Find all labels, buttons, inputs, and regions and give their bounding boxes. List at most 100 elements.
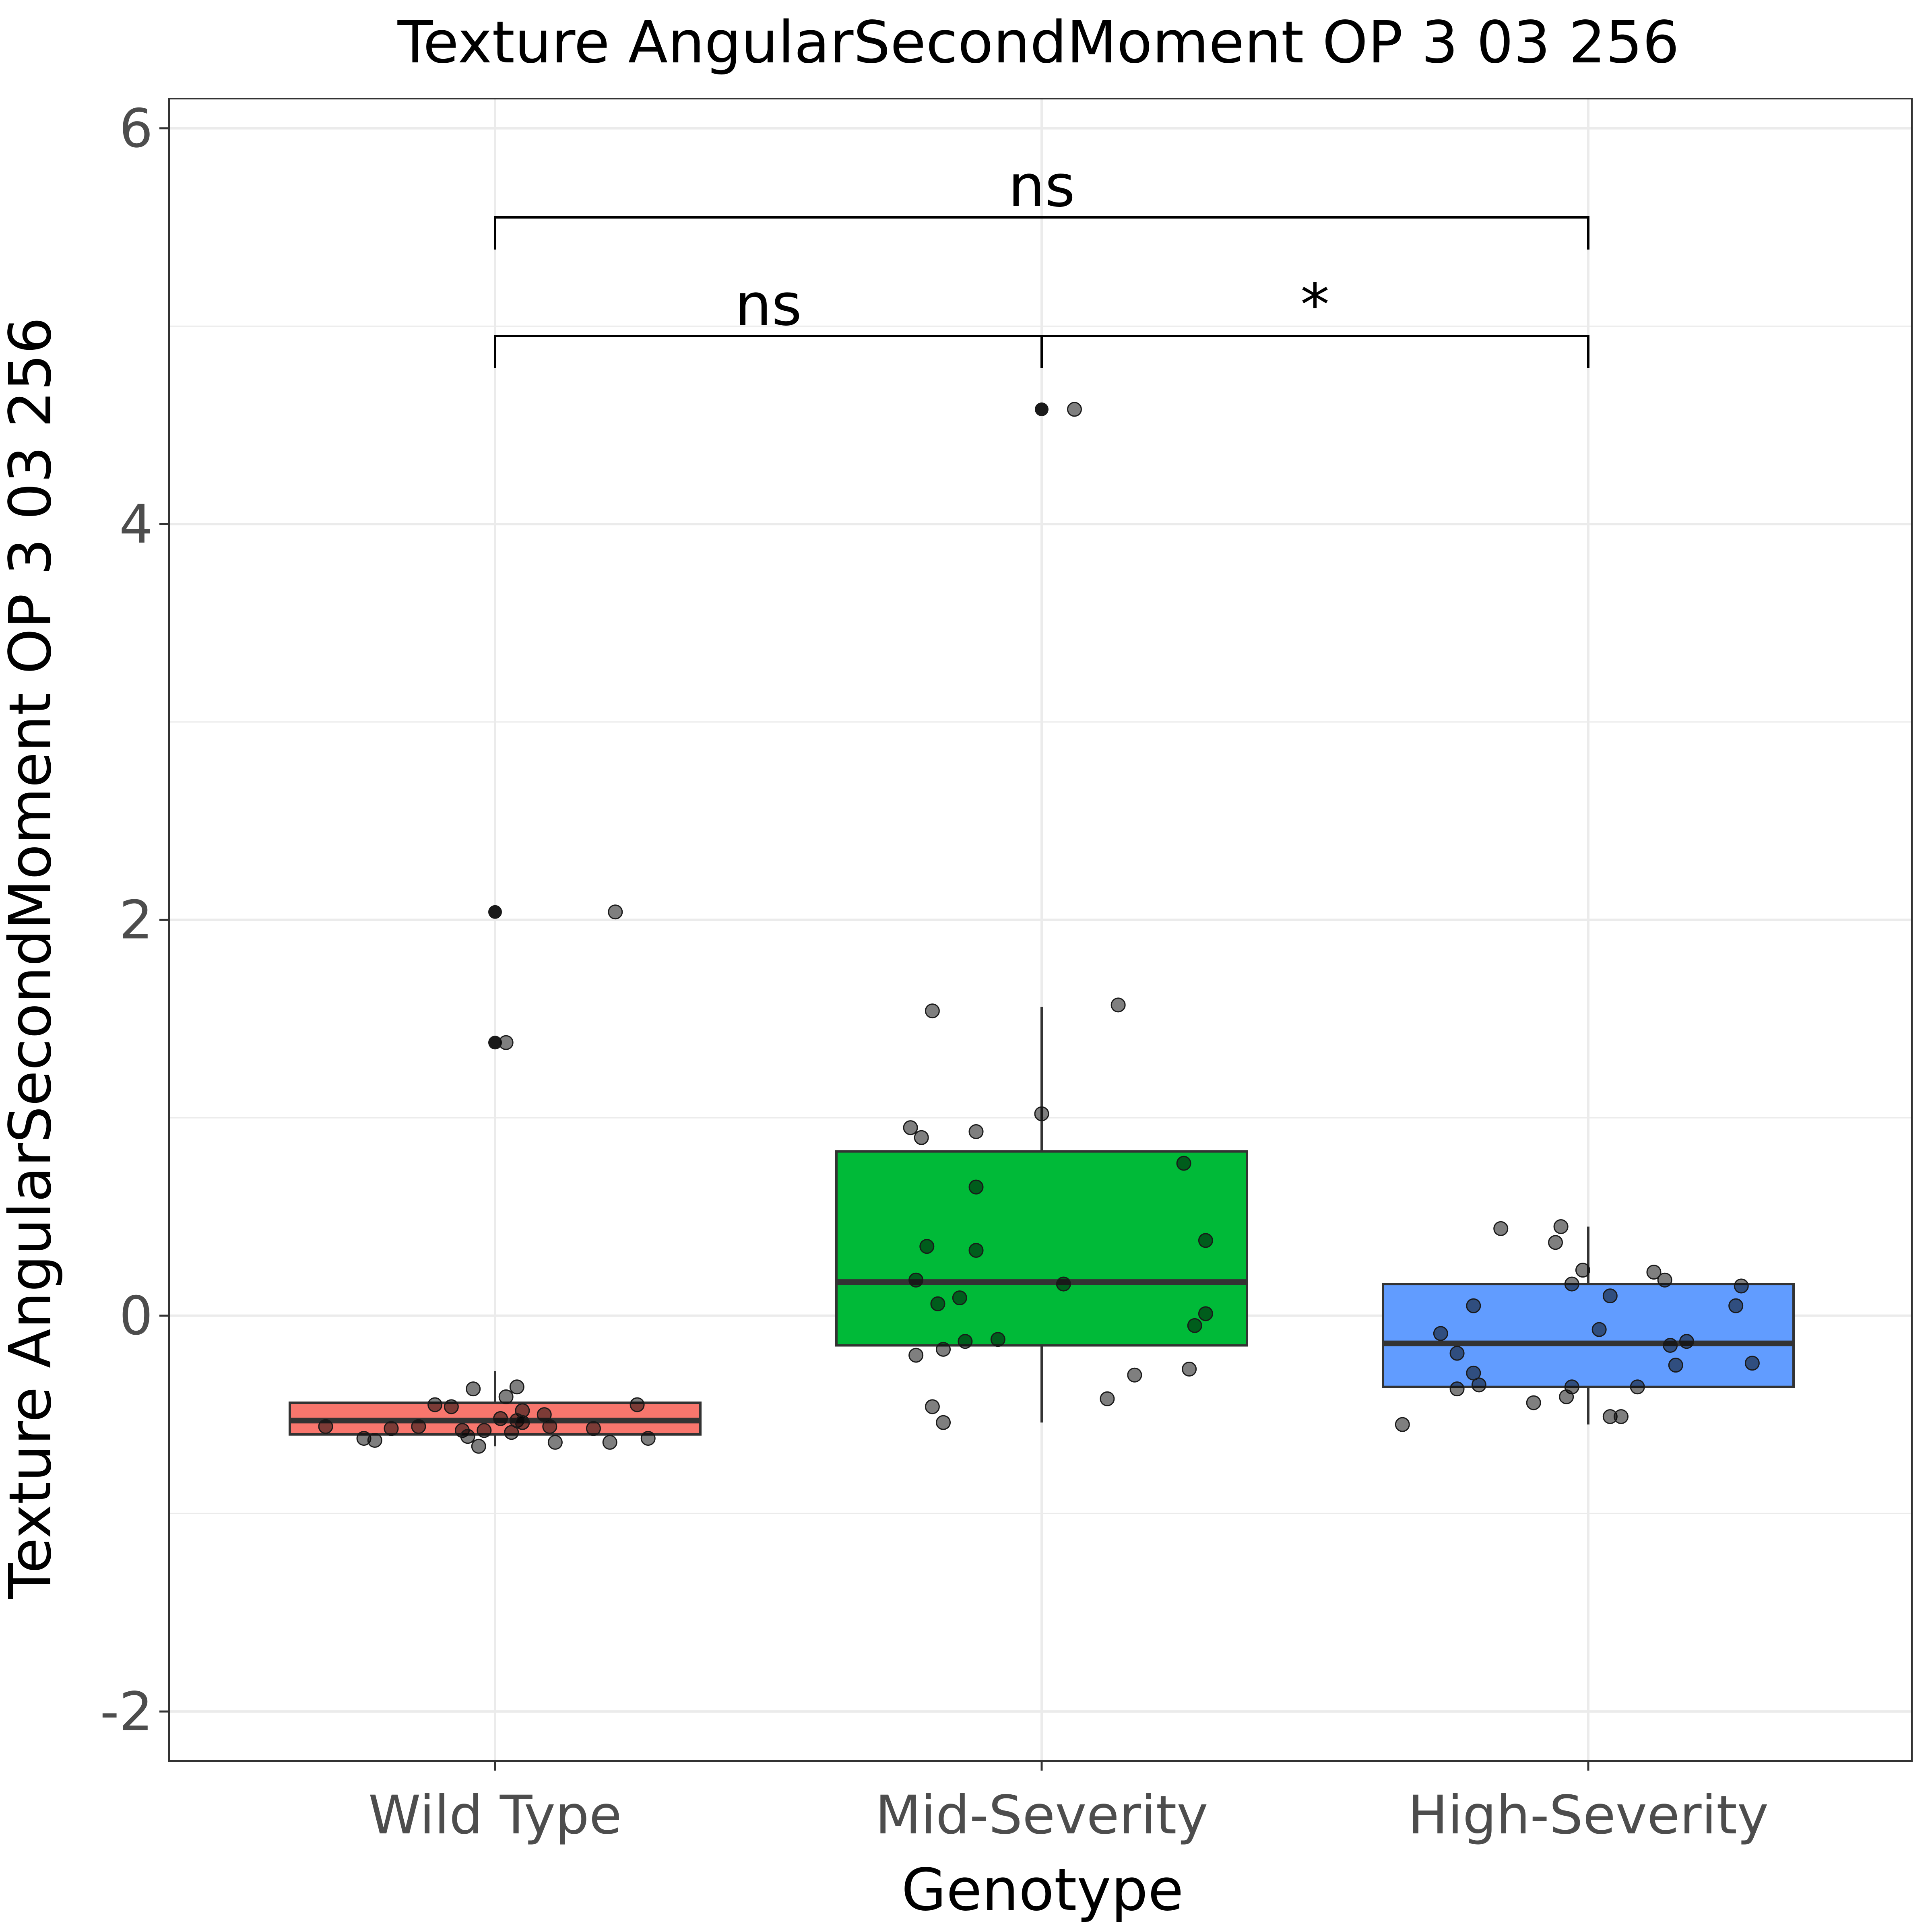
data-point (466, 1381, 481, 1397)
y-tick-label: 6 (119, 98, 153, 160)
data-point (1646, 1265, 1662, 1280)
data-point (1559, 1389, 1574, 1404)
data-point (1466, 1298, 1481, 1313)
data-point (1679, 1334, 1694, 1349)
data-point (1630, 1379, 1645, 1395)
data-point (903, 1120, 918, 1135)
data-point (1449, 1381, 1465, 1397)
data-point (504, 1425, 519, 1440)
x-axis-title: Genotype (901, 1856, 1183, 1924)
data-point (1100, 1391, 1115, 1406)
data-point (1575, 1263, 1590, 1278)
data-point (630, 1397, 645, 1412)
points (318, 402, 1760, 1454)
data-point (925, 1003, 940, 1019)
data-point (1449, 1346, 1465, 1361)
significance-bracket (494, 216, 1589, 250)
data-point (547, 1435, 563, 1450)
data-point (1613, 1409, 1629, 1424)
significance-bracket (1040, 335, 1589, 368)
outlier-point (488, 905, 502, 919)
data-point (990, 1332, 1005, 1347)
y-tick-label: 0 (119, 1285, 153, 1347)
data-point (1395, 1417, 1410, 1432)
significance-label: * (1300, 271, 1329, 339)
data-point (908, 1272, 924, 1288)
data-point (1110, 997, 1126, 1013)
data-point (968, 1243, 984, 1258)
y-tick-label: 2 (119, 889, 153, 951)
data-point (384, 1421, 399, 1436)
data-point (1663, 1338, 1678, 1353)
data-point (1198, 1306, 1213, 1321)
outlier-point (488, 1036, 502, 1050)
data-point (1744, 1356, 1760, 1371)
x-tick-label: High-Severity (1408, 1784, 1769, 1846)
data-point (914, 1130, 929, 1145)
data-point (1433, 1326, 1448, 1341)
data-point (1187, 1318, 1202, 1333)
data-point (1564, 1276, 1579, 1292)
data-point (509, 1379, 524, 1395)
data-point (1734, 1278, 1749, 1294)
data-point (444, 1399, 459, 1414)
box (1382, 1283, 1795, 1388)
axes: -2 0 2 4 6 Wild Type Mid-Severity High-Severity (100, 98, 1769, 1846)
data-point (460, 1429, 475, 1444)
data-point (958, 1334, 973, 1349)
data-point (1657, 1272, 1672, 1288)
data-point (1182, 1362, 1197, 1377)
data-point (515, 1415, 530, 1430)
data-point (427, 1397, 443, 1412)
data-point (952, 1290, 967, 1305)
data-point (930, 1296, 945, 1311)
data-point (968, 1124, 984, 1139)
data-point (1548, 1235, 1563, 1250)
significance-label: ns (735, 271, 802, 339)
data-point (318, 1419, 333, 1434)
outlier-point (1035, 402, 1049, 416)
y-axis-title: Texture AngularSecondMoment OP 3 03 256 (0, 317, 64, 1600)
data-point (1602, 1288, 1618, 1304)
data-point (1034, 1106, 1049, 1121)
data-point (477, 1423, 492, 1438)
data-point (925, 1399, 940, 1414)
data-point (1553, 1219, 1569, 1234)
y-tick-label: -2 (100, 1681, 153, 1743)
data-point (1591, 1322, 1607, 1337)
data-point (542, 1419, 557, 1434)
data-point (471, 1439, 486, 1454)
data-point (1493, 1221, 1509, 1236)
box (835, 1150, 1248, 1347)
data-point (1127, 1367, 1142, 1383)
data-point (498, 1035, 514, 1050)
data-point (1728, 1298, 1744, 1313)
data-point (968, 1179, 984, 1195)
data-point (936, 1342, 951, 1357)
data-point (1198, 1233, 1213, 1248)
data-point (602, 1435, 617, 1450)
data-point (411, 1419, 426, 1434)
data-point (1526, 1395, 1541, 1410)
data-point (640, 1431, 656, 1446)
data-point (936, 1415, 951, 1430)
data-point (919, 1239, 935, 1254)
significance-brackets: ns * ns (494, 152, 1589, 368)
data-point (1471, 1377, 1486, 1393)
boxes (289, 402, 1795, 1447)
x-tick-label: Mid-Severity (875, 1784, 1208, 1846)
data-point (1056, 1276, 1071, 1292)
data-point (367, 1433, 382, 1448)
data-point (1176, 1156, 1191, 1171)
data-point (1668, 1358, 1683, 1373)
data-point (586, 1421, 601, 1436)
data-point (493, 1411, 508, 1426)
panel-border (168, 98, 1913, 1762)
data-point (1067, 402, 1082, 417)
data-point (498, 1389, 514, 1404)
data-point (608, 904, 623, 920)
y-tick-label: 4 (119, 493, 153, 555)
chart-title: Texture AngularSecondMoment OP 3 03 256 (397, 8, 1680, 76)
